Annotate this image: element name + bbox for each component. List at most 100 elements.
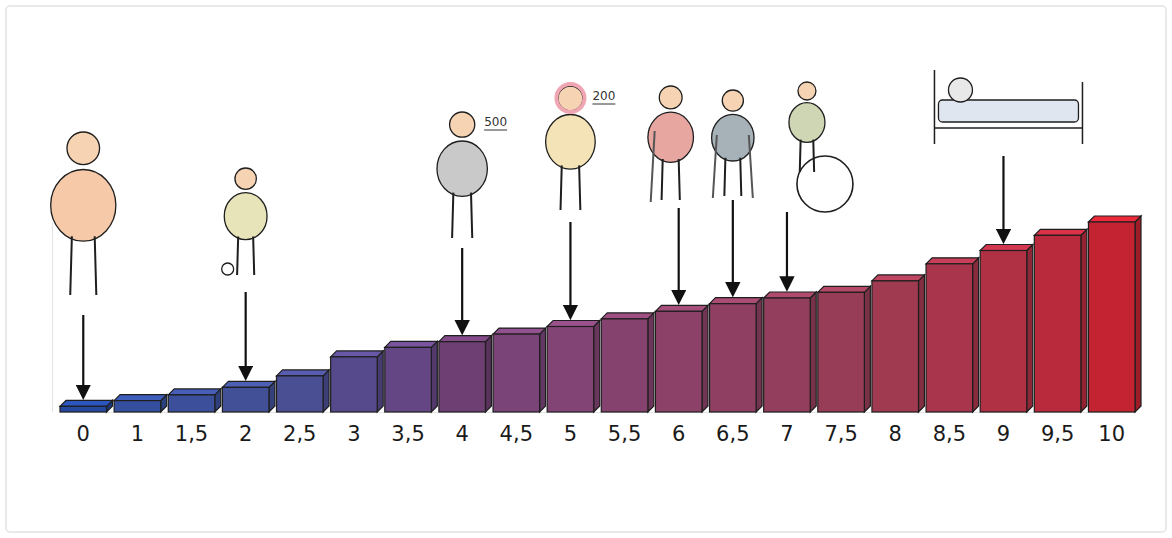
bar-side bbox=[1027, 245, 1033, 413]
x-tick-label: 3,5 bbox=[391, 422, 424, 446]
x-tick-label: 5 bbox=[564, 422, 577, 446]
bar-side bbox=[702, 305, 708, 412]
bar-front bbox=[601, 319, 648, 412]
bar-front bbox=[277, 376, 324, 412]
figure bbox=[222, 168, 267, 373]
figure-body bbox=[224, 193, 267, 240]
x-tick: 5 bbox=[564, 412, 577, 446]
figure-body bbox=[437, 141, 487, 196]
bar-side bbox=[377, 351, 383, 412]
bar bbox=[168, 389, 221, 412]
bar-top bbox=[818, 286, 871, 292]
figure-legs bbox=[70, 236, 96, 295]
figure bbox=[787, 82, 853, 284]
wheel bbox=[797, 156, 853, 212]
bar-top bbox=[168, 389, 221, 395]
x-tick-label: 4,5 bbox=[500, 422, 533, 446]
bar-front bbox=[710, 304, 757, 412]
x-tick-label: 8,5 bbox=[933, 422, 966, 446]
bar-front bbox=[818, 292, 865, 412]
bar-top bbox=[385, 341, 438, 347]
x-tick: 9 bbox=[997, 412, 1010, 446]
x-tick-label: 9 bbox=[997, 422, 1010, 446]
bar-front bbox=[114, 401, 161, 412]
scarf bbox=[556, 84, 584, 112]
figure-body bbox=[712, 114, 754, 161]
bed-frame bbox=[934, 70, 1082, 144]
bar-top bbox=[439, 336, 492, 342]
x-tick-label: 7 bbox=[780, 422, 793, 446]
walking-aid bbox=[651, 131, 655, 202]
x-axis-line bbox=[61, 412, 1136, 413]
annotation-underline bbox=[484, 130, 507, 131]
bar-top bbox=[764, 292, 817, 298]
bar-side bbox=[973, 258, 979, 412]
bar bbox=[114, 395, 167, 412]
x-tick: 1,5 bbox=[175, 412, 208, 446]
x-tick: 0 bbox=[77, 412, 90, 446]
figure bbox=[51, 132, 116, 392]
bar-top bbox=[222, 381, 275, 387]
bar bbox=[710, 298, 763, 412]
bar-front bbox=[872, 281, 919, 412]
x-tick: 8 bbox=[889, 412, 902, 446]
bar bbox=[277, 370, 330, 412]
figure-legs bbox=[561, 165, 581, 210]
figure-body bbox=[51, 169, 116, 241]
bars bbox=[60, 216, 1141, 412]
bar-top bbox=[980, 245, 1033, 251]
bar-front bbox=[60, 406, 107, 412]
figure-legs bbox=[724, 158, 741, 196]
bar-top bbox=[872, 275, 925, 281]
figure-head bbox=[798, 82, 816, 100]
figure-head bbox=[659, 86, 682, 109]
bar-front bbox=[764, 298, 811, 412]
bar-side bbox=[864, 286, 870, 412]
bar bbox=[1088, 216, 1141, 412]
x-tick-label: 7,5 bbox=[824, 422, 857, 446]
bar-top bbox=[1034, 229, 1087, 235]
chart: 011,522,533,544,555,566,577,588,599,5105… bbox=[0, 0, 1172, 538]
figure-head bbox=[450, 112, 475, 137]
bar bbox=[222, 381, 275, 412]
x-tick-label: 5,5 bbox=[608, 422, 641, 446]
bar bbox=[655, 305, 708, 412]
x-tick: 7,5 bbox=[824, 412, 857, 446]
figure bbox=[712, 90, 754, 290]
bar-side bbox=[648, 313, 654, 412]
figure: 200 bbox=[546, 84, 616, 313]
illustrations: 500200 bbox=[51, 70, 1083, 392]
x-tick: 1 bbox=[131, 412, 144, 446]
x-tick-label: 2 bbox=[239, 422, 252, 446]
x-tick: 4 bbox=[455, 412, 468, 446]
bar bbox=[60, 400, 113, 412]
bar-top bbox=[493, 328, 546, 334]
figure-legs bbox=[452, 193, 472, 238]
x-tick: 6,5 bbox=[716, 412, 749, 446]
pointer-arrow bbox=[569, 222, 571, 313]
figure-legs bbox=[662, 159, 680, 200]
ball bbox=[222, 263, 234, 275]
pointer-arrow bbox=[732, 200, 734, 290]
bar-front bbox=[1088, 222, 1135, 412]
bar-side bbox=[594, 321, 600, 413]
x-tick-label: 9,5 bbox=[1041, 422, 1074, 446]
figure-body bbox=[546, 115, 596, 170]
bar-top bbox=[60, 400, 113, 406]
bar-front bbox=[331, 357, 378, 412]
figure bbox=[934, 70, 1082, 237]
pointer-arrow bbox=[678, 208, 680, 297]
x-tick-label: 1,5 bbox=[175, 422, 208, 446]
annotation-underline bbox=[592, 104, 615, 105]
pointer-arrow bbox=[245, 292, 247, 373]
pointer-arrow bbox=[461, 248, 463, 328]
bar bbox=[601, 313, 654, 412]
x-tick: 4,5 bbox=[500, 412, 533, 446]
frame bbox=[6, 6, 1166, 532]
bar-top bbox=[601, 313, 654, 319]
x-tick-label: 6,5 bbox=[716, 422, 749, 446]
bar-top bbox=[655, 305, 708, 311]
bar-top bbox=[710, 298, 763, 304]
bar-side bbox=[485, 336, 491, 412]
y-axis-line bbox=[52, 223, 53, 413]
